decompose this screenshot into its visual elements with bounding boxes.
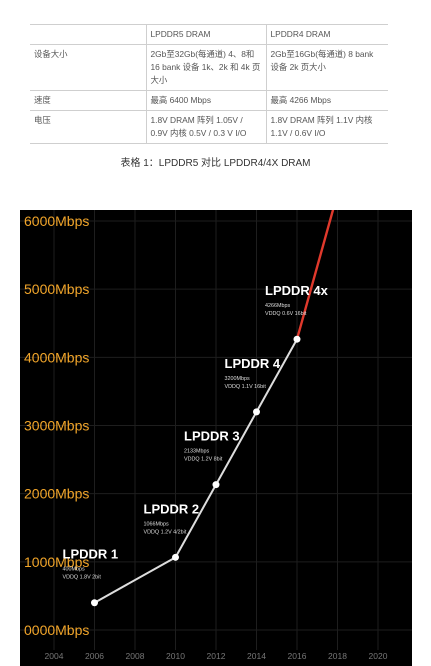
generation-spec: VDDQ 1.2V 4/2bit: [144, 529, 187, 535]
generation-spec: 400Mbps: [63, 567, 85, 573]
y-tick-label: 2000Mbps: [24, 486, 89, 502]
table-row-label: 速度: [30, 90, 146, 112]
data-point: [293, 335, 301, 343]
table-cell: 1.8V DRAM 阵列 1.1V 内核 1.1V / 0.6V I/O: [265, 110, 388, 145]
table-header-cell: [30, 23, 146, 46]
generation-label: LPDDR 3: [184, 429, 240, 444]
generation-spec: 3200Mbps: [225, 376, 250, 382]
table-caption: 表格 1：LPDDR5 对比 LPDDR4/4X DRAM: [120, 158, 311, 169]
generation-spec: VDDQ 1.2V 8bit: [184, 457, 223, 463]
generation-label: LPDDR 4: [225, 356, 281, 371]
x-tick-label: 2016: [288, 651, 307, 661]
generation-label: LPDDR 4x: [265, 283, 329, 298]
generation-spec: VDDQ 1.8V 2bit: [63, 575, 102, 581]
data-point: [172, 553, 179, 561]
x-tick-label: 2004: [45, 651, 64, 661]
y-tick-label: 5000Mbps: [24, 281, 89, 297]
table-row: 速度 最高 6400 Mbps 最高 4266 Mbps: [30, 90, 388, 112]
table-row: 设备大小 2Gb至32Gb(每通道) 4、8和 16 bank 设备 1k、2k …: [30, 44, 388, 92]
table-row: 电压 1.8V DRAM 阵列 1.05V / 0.9V 内核 0.5V / 0.…: [30, 110, 388, 145]
generation-spec: 2133Mbps: [184, 449, 209, 455]
table-header-cell: LPDDR4 DRAM: [265, 23, 388, 46]
y-tick-label: 3000Mbps: [24, 418, 89, 434]
generation-spec: VDDQ 0.6V 16bit: [265, 311, 307, 317]
comparison-table: LPDDR5 DRAM LPDDR4 DRAM 设备大小 2Gb至32Gb(每通道) …: [30, 23, 388, 145]
x-tick-label: 2020: [369, 651, 388, 661]
table-cell: 1.8V DRAM 阵列 1.05V / 0.9V 内核 0.5V / 0.3 …: [145, 110, 266, 145]
y-tick-label: 4000Mbps: [24, 349, 89, 365]
table-cell: 最高 4266 Mbps: [265, 90, 388, 112]
table-header-cell: LPDDR5 DRAM: [145, 23, 266, 46]
x-tick-label: 2008: [126, 651, 145, 661]
generation-label: LPDDR 2: [144, 501, 200, 516]
data-point: [253, 408, 260, 416]
table-header-row: LPDDR5 DRAM LPDDR4 DRAM: [30, 23, 388, 46]
x-tick-label: 2012: [207, 651, 226, 661]
table-row-label: 设备大小: [30, 44, 146, 92]
generation-spec: 4266Mbps: [265, 303, 290, 309]
generation-spec: VDDQ 1.1V 16bit: [225, 384, 267, 390]
table-cell: 2Gb至16Gb(每通道) 8 bank 设备 2k 页大小: [265, 44, 388, 92]
comparison-table-wrap: LPDDR5 DRAM LPDDR4 DRAM 设备大小 2Gb至32Gb(每通道) …: [30, 23, 388, 145]
x-tick-label: 2006: [85, 651, 104, 661]
y-tick-label: 6000Mbps: [24, 213, 89, 229]
series-line: [94, 338, 298, 604]
x-tick-label: 2010: [166, 651, 185, 661]
chart-svg: 0000Mbps 1000Mbps 2000Mbps 3000Mbps 4000Mbps…: [20, 210, 412, 661]
lpddr-speed-chart: 0000Mbps 1000Mbps 2000Mbps 3000Mbps 4000Mbps…: [20, 210, 412, 666]
highlight-arrow-line: [295, 210, 335, 340]
generation-spec: 1066Mbps: [144, 521, 169, 527]
x-tick-label: 2018: [328, 651, 347, 661]
table-row-label: 电压: [30, 110, 146, 145]
data-point: [212, 481, 220, 489]
generation-label: LPDDR 1: [63, 547, 119, 562]
table-cell: 最高 6400 Mbps: [145, 90, 266, 112]
data-point: [91, 599, 98, 607]
y-tick-label: 1000Mbps: [24, 554, 89, 570]
y-tick-label: 0000Mbps: [24, 622, 89, 638]
x-tick-label: 2014: [247, 651, 266, 661]
table-cell: 2Gb至32Gb(每通道) 4、8和 16 bank 设备 1k、2k 和 4k…: [145, 44, 266, 92]
